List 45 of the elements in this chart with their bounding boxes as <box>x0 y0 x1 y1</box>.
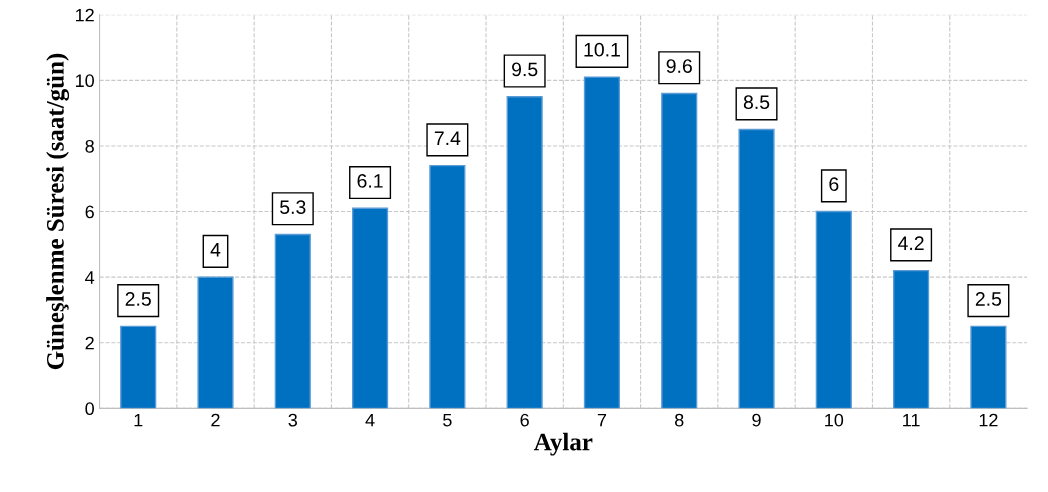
y-tick-label: 6 <box>85 205 94 219</box>
y-tick-label: 4 <box>85 271 95 284</box>
x-tick-label: 3 <box>288 413 298 427</box>
bar <box>197 276 234 409</box>
x-tick-label: 7 <box>597 413 607 427</box>
data-label: 2.5 <box>125 292 151 306</box>
y-axis-title: Güneşlenme Süresi (saat/gün) <box>46 53 70 370</box>
data-label: 4 <box>210 243 221 257</box>
x-tick-label: 9 <box>752 413 761 427</box>
x-tick-label: 1 <box>134 413 143 427</box>
x-tick-label: 6 <box>520 413 529 427</box>
bar <box>429 164 466 409</box>
bar <box>661 92 698 409</box>
data-label: 9.5 <box>512 62 538 77</box>
x-axis-title: Aylar <box>533 432 593 456</box>
bar <box>583 76 621 409</box>
y-tick-label: 12 <box>75 8 94 22</box>
data-label: 10.1 <box>584 42 620 57</box>
data-label: 5.3 <box>280 200 306 215</box>
data-label: 6.1 <box>357 174 383 188</box>
data-label: 4.2 <box>898 236 924 250</box>
y-tick-label: 8 <box>85 139 94 153</box>
bar <box>970 325 1007 409</box>
bar <box>815 210 852 409</box>
x-tick-label: 12 <box>979 413 998 427</box>
data-label: 2.5 <box>975 292 1002 306</box>
data-label: 6 <box>829 177 839 192</box>
x-tick-label: 10 <box>825 413 844 427</box>
y-tick-label: 2 <box>85 336 94 350</box>
data-label: 9.6 <box>666 59 692 73</box>
bar <box>120 325 157 409</box>
x-tick-label: 5 <box>443 413 452 427</box>
x-tick-label: 11 <box>903 413 920 427</box>
data-label: 7.4 <box>434 131 461 145</box>
y-tick-label: 0 <box>85 402 94 416</box>
bar <box>506 96 543 409</box>
x-tick-label: 2 <box>211 413 220 427</box>
y-tick-label: 10 <box>75 74 94 88</box>
x-tick-label: 4 <box>365 413 375 427</box>
bar <box>274 233 311 409</box>
bar <box>351 207 389 409</box>
bar <box>738 128 775 409</box>
x-tick-label: 8 <box>675 413 684 427</box>
bar <box>893 269 930 409</box>
data-label: 8.5 <box>743 95 770 110</box>
